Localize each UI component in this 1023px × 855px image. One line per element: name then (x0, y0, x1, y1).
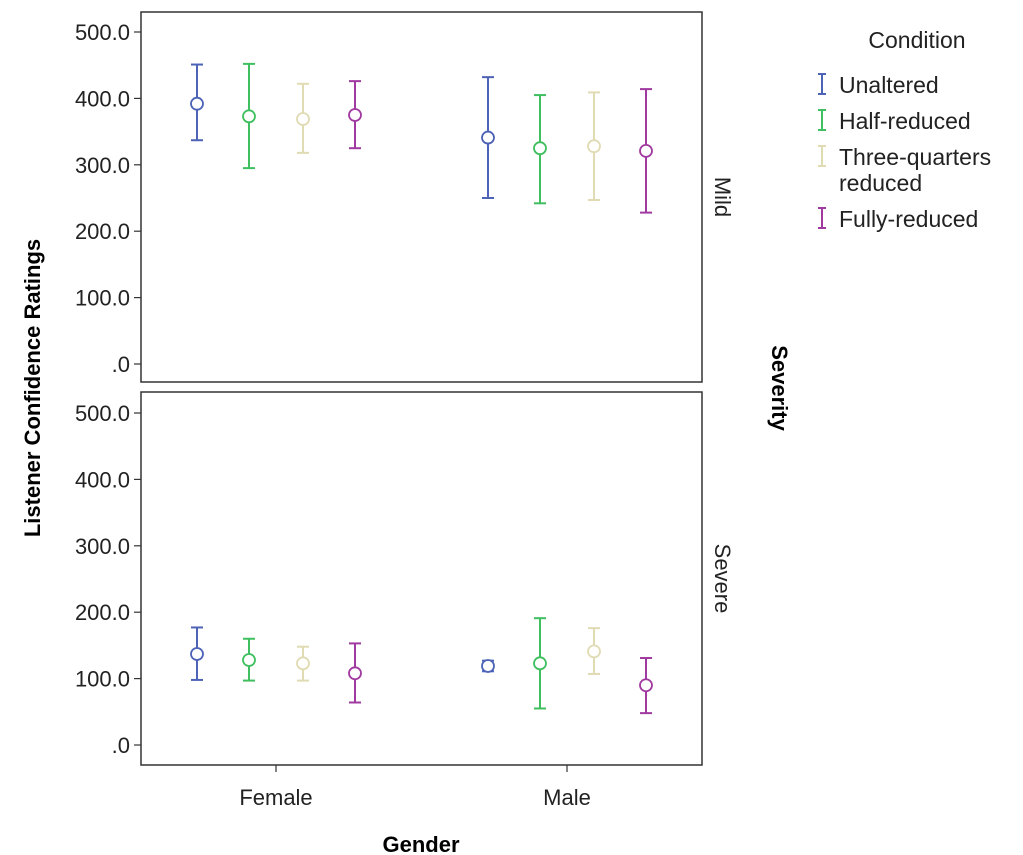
legend-title: Condition (868, 27, 965, 53)
legend-label: Fully-reduced (839, 206, 978, 232)
panel-severe: .0 100.0 200.0 300.0 400.0 500.0 Severe (75, 391, 735, 766)
y-tick-label: 500.0 (75, 20, 130, 45)
panel-frame (140, 391, 703, 766)
errorbar-male-fully-reduced (639, 88, 653, 214)
y-tick-label: 100.0 (75, 667, 130, 692)
errorbar-male-half-reduced (533, 617, 547, 710)
mean-marker (242, 109, 256, 124)
errorbar-female-half-reduced (242, 62, 256, 170)
errorbar-male-three-quarters-reduced (587, 91, 601, 201)
mean-marker (242, 653, 256, 667)
y-tick-label: 300.0 (75, 534, 130, 559)
legend-label: Unaltered (839, 72, 939, 98)
facet-axis-title: Severity (767, 345, 792, 431)
y-tick-label: 100.0 (75, 286, 130, 311)
y-tick-label: 400.0 (75, 86, 130, 111)
y-tick-label: 500.0 (75, 401, 130, 426)
x-axis-title: Gender (382, 832, 459, 855)
mean-marker (639, 143, 653, 158)
y-tick-label: 200.0 (75, 600, 130, 625)
legend-entry: Fully-reduced (818, 206, 978, 232)
mean-marker (348, 666, 362, 681)
panel-label: Mild (710, 177, 735, 217)
y-tick-label: 400.0 (75, 467, 130, 492)
legend-label: reduced (839, 170, 922, 196)
errorbar-male-half-reduced (533, 94, 547, 205)
errorbar-female-fully-reduced (348, 642, 362, 704)
mean-marker (190, 647, 204, 661)
errorbar-female-unaltered (190, 63, 204, 142)
y-tick-label: .0 (112, 352, 130, 377)
y-axis-title: Listener Confidence Ratings (20, 239, 45, 537)
legend-entry: Unaltered (818, 72, 939, 98)
x-axis: Female Male (239, 765, 591, 810)
mean-marker (533, 141, 547, 156)
y-tick-label: 300.0 (75, 153, 130, 178)
legend: Unaltered Half-reduced Three-quartersreduc… (818, 72, 991, 232)
legend-entry: Half-reduced (818, 108, 971, 134)
mean-marker (348, 108, 362, 122)
mean-marker (481, 130, 495, 145)
mean-marker (190, 96, 204, 111)
errorbar-male-three-quarters-reduced (587, 627, 601, 675)
panel-frame (140, 11, 703, 383)
legend-label: Three-quarters (839, 144, 991, 170)
errorbar-female-half-reduced (242, 637, 256, 682)
mean-marker (296, 656, 310, 671)
mean-marker (296, 112, 310, 126)
errorbar-male-unaltered (481, 659, 495, 673)
panel-label: Severe (710, 544, 735, 614)
errorbar-female-three-quarters-reduced (296, 82, 310, 154)
errorbar-female-three-quarters-reduced (296, 645, 310, 682)
y-tick-label: .0 (112, 733, 130, 758)
x-tick-label: Female (239, 785, 312, 810)
mean-marker (587, 139, 601, 154)
panel-mild: .0 100.0 200.0 300.0 400.0 500.0 Mild (75, 11, 735, 383)
errorbar-female-unaltered (190, 626, 204, 681)
mean-marker (587, 644, 601, 659)
mean-marker (481, 659, 495, 673)
legend-label: Half-reduced (839, 108, 971, 134)
x-tick-label: Male (543, 785, 591, 810)
errorbar-male-fully-reduced (639, 657, 653, 715)
errorbar-male-unaltered (481, 76, 495, 199)
mean-marker (639, 678, 653, 693)
errorbar-female-fully-reduced (348, 80, 362, 150)
mean-marker (533, 656, 547, 671)
y-tick-label: 200.0 (75, 219, 130, 244)
panels-group: .0 100.0 200.0 300.0 400.0 500.0 Mild .0 100.0 20… (75, 11, 735, 810)
